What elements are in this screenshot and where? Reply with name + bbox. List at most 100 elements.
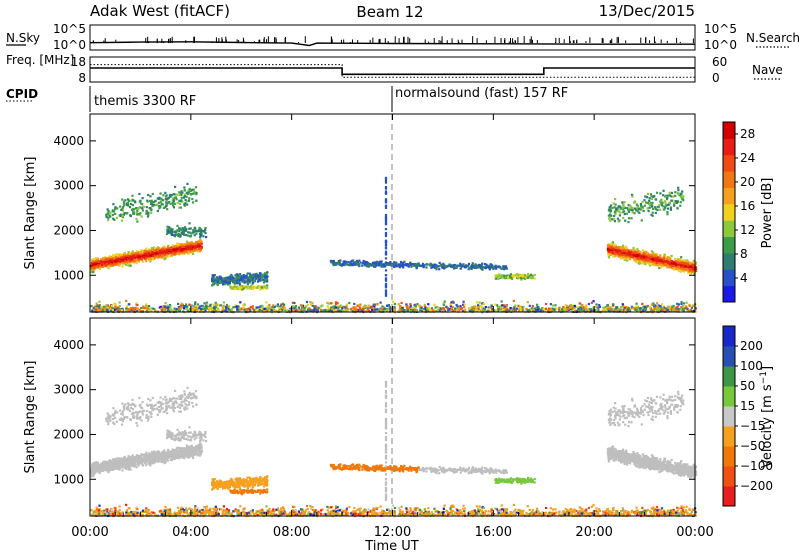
echo-cell <box>503 308 506 311</box>
echo-cell <box>510 276 513 279</box>
echo-cell <box>468 310 472 313</box>
echo-cell <box>412 306 415 309</box>
echo-cell <box>666 264 669 267</box>
echo-cell <box>113 256 116 259</box>
echo-cell <box>153 308 156 311</box>
echo-cell <box>689 265 692 268</box>
echo-cell <box>121 214 124 217</box>
echo-cell <box>649 193 653 196</box>
echo-cell <box>628 207 631 210</box>
echo-cell <box>264 307 267 310</box>
echo-cell <box>476 264 479 268</box>
echo-cell <box>663 260 666 263</box>
echo-cell <box>122 202 126 205</box>
echo-cell <box>626 259 629 262</box>
echo-cell <box>261 273 264 276</box>
echo-cell <box>420 264 423 267</box>
echo-cell <box>175 193 178 196</box>
echo-cell <box>395 264 398 267</box>
echo-cell <box>662 194 665 197</box>
echo-cell <box>349 260 352 264</box>
echo-cell <box>371 261 375 264</box>
echo-cell <box>141 203 144 206</box>
echo-cell <box>91 267 94 270</box>
echo-cell <box>372 310 375 313</box>
echo-cell <box>151 203 154 206</box>
echo-cell <box>671 260 674 263</box>
echo-cell <box>678 194 681 197</box>
echo-cell <box>181 251 184 255</box>
echo-cell <box>659 254 662 257</box>
echo-cell <box>666 211 669 214</box>
echo-cell <box>113 209 116 212</box>
echo-cell <box>654 208 657 211</box>
echo-cell <box>251 307 254 310</box>
echo-cell <box>197 243 200 246</box>
echo-cell <box>261 304 264 307</box>
echo-cell <box>112 257 115 260</box>
echo-cell <box>508 309 511 312</box>
echo-cell <box>156 209 159 212</box>
echo-cell <box>265 275 268 279</box>
echo-cell <box>268 303 271 307</box>
echo-cell <box>422 266 425 269</box>
echo-cell <box>658 258 661 261</box>
echo-cell <box>143 250 146 253</box>
echo-cell <box>238 274 241 277</box>
echo-cell <box>400 260 403 264</box>
echo-cell <box>487 309 490 312</box>
echo-cell <box>104 256 107 259</box>
echo-cell <box>229 277 232 280</box>
echo-cell <box>119 309 122 312</box>
echo-cell <box>114 253 117 256</box>
echo-cell <box>661 265 664 268</box>
echo-cell <box>140 257 144 260</box>
echo-cell <box>116 263 119 266</box>
echo-cell <box>183 195 186 198</box>
echo-cell <box>662 208 665 211</box>
echo-cell <box>381 265 384 268</box>
echo-cell <box>179 247 182 250</box>
echo-cell <box>582 306 585 309</box>
echo-cell <box>126 204 129 207</box>
echo-cell <box>615 209 618 213</box>
echo-cell <box>173 252 176 255</box>
echo-cell <box>611 251 614 254</box>
echo-cell <box>193 246 197 249</box>
echo-cell <box>176 201 179 204</box>
echo-cell <box>671 262 674 265</box>
echo-cell <box>456 308 459 311</box>
echo-cell <box>452 266 455 269</box>
echo-cell <box>120 213 123 216</box>
echo-cell <box>628 254 631 257</box>
echo-cell <box>653 195 656 198</box>
echo-cell <box>331 307 334 310</box>
echo-cell <box>477 306 480 309</box>
echo-cell <box>494 264 497 267</box>
echo-cell <box>104 306 107 309</box>
echo-cell <box>521 273 525 277</box>
echo-cell <box>623 251 626 254</box>
echo-cell <box>91 263 94 266</box>
echo-cell <box>606 248 609 251</box>
echo-cell <box>644 263 647 266</box>
echo-cell <box>683 262 686 265</box>
echo-cell <box>154 200 157 203</box>
echo-cell <box>145 206 148 209</box>
echo-cell <box>172 198 175 201</box>
echo-cell <box>188 242 191 245</box>
echo-cell <box>133 258 136 261</box>
echo-cell <box>128 252 131 255</box>
echo-cell <box>468 267 471 270</box>
echo-cell <box>148 258 151 261</box>
echo-cell <box>185 200 188 203</box>
echo-cell <box>475 301 479 304</box>
echo-cell <box>660 260 663 263</box>
echo-cell <box>488 268 491 271</box>
echo-cell <box>152 251 155 255</box>
echo-cell <box>132 212 135 215</box>
echo-cell <box>679 265 682 268</box>
echo-cell <box>608 253 611 256</box>
echo-cell <box>164 198 167 201</box>
echo-cell <box>373 264 376 267</box>
